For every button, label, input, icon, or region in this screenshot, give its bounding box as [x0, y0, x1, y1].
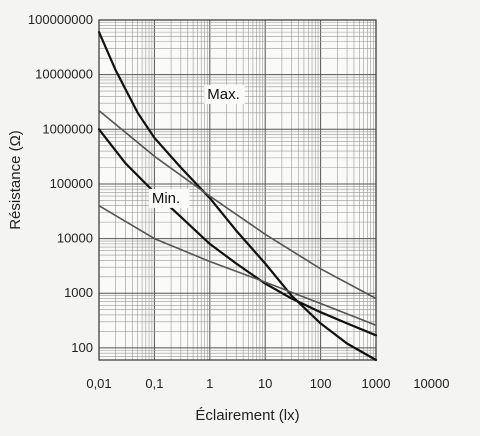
- x-tick-label: 10: [258, 376, 272, 391]
- tick-labels: 0,01 0,1 1 10 100 1000 10000 100 1000 10000 100000…: [28, 12, 450, 391]
- annotation-bg: [148, 188, 190, 208]
- series-line-3: [98, 109, 377, 300]
- series-line-1: [97, 31, 378, 362]
- x-tick-label: 100: [310, 376, 332, 391]
- y-tick-label: 1000000: [42, 121, 93, 136]
- x-tick-label: 1000: [362, 376, 391, 391]
- y-tick-label: 10000: [57, 231, 93, 246]
- annotation-bg: [204, 84, 245, 104]
- series-line-2: [97, 128, 378, 337]
- y-tick-label: 10000000: [35, 67, 93, 82]
- series-group: [97, 31, 378, 362]
- x-tick-label: 0,1: [145, 376, 163, 391]
- annotations: Max. Min.: [148, 84, 245, 208]
- plot-frame: [98, 19, 377, 361]
- x-tick-label: 10000: [413, 376, 449, 391]
- y-tick-label: 100000000: [28, 12, 93, 27]
- x-axis-label: Éclairement (lx): [195, 407, 299, 424]
- y-tick-label: 1000: [64, 285, 93, 300]
- y-tick-label: 100000: [50, 176, 93, 191]
- x-tick-label: 0,01: [86, 376, 111, 391]
- series-line-4: [98, 204, 377, 326]
- x-tick-label: 1: [206, 376, 213, 391]
- annotation-label: Max.: [207, 86, 240, 103]
- annotation-label: Min.: [152, 190, 180, 207]
- y-axis-label: Résistance (Ω): [7, 130, 24, 230]
- y-tick-label: 100: [71, 340, 93, 355]
- plot-area: [99, 20, 376, 360]
